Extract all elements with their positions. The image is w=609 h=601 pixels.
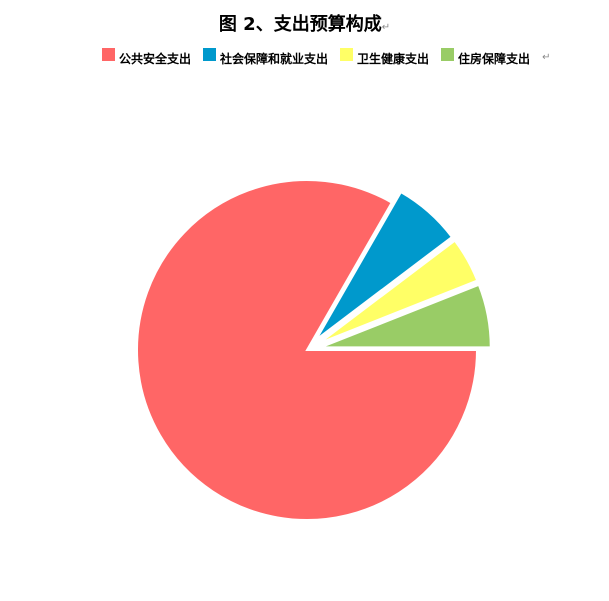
pie-slice-3: [320, 283, 492, 349]
legend-item: 卫生健康支出: [340, 48, 429, 67]
legend-swatch: [203, 48, 217, 61]
legend-item: 社会保障和就业支出: [203, 48, 328, 67]
legend-swatch: [441, 48, 455, 61]
pie-slice-1: [315, 190, 454, 341]
legend-swatch: [102, 48, 115, 61]
legend: 公共安全支出 社会保障和就业支出 卫生健康支出 住房保障支出 ↵: [102, 48, 550, 67]
chart-title: 图 2、支出预算构成↵: [218, 14, 391, 35]
legend-swatch: [340, 48, 354, 61]
pie-slice-2: [318, 239, 479, 345]
pie-slice-0: [136, 179, 479, 521]
legend-item: 公共安全支出: [102, 48, 191, 67]
legend-item: 住房保障支出: [441, 48, 530, 67]
